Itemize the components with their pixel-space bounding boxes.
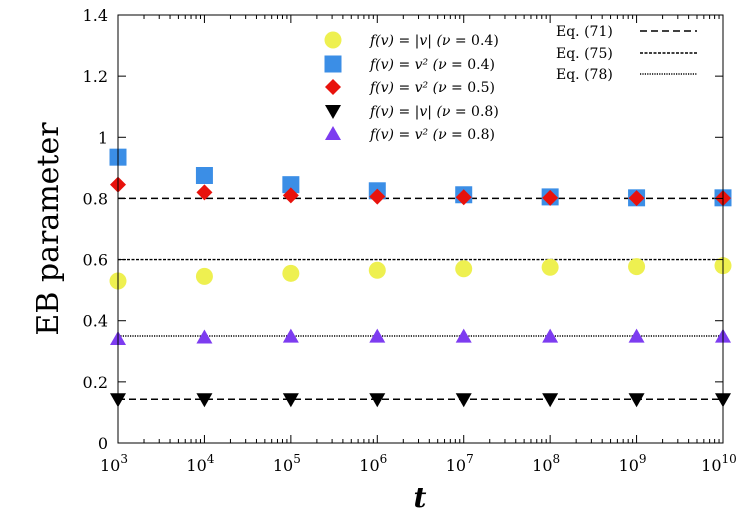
data-point-triangle-down [628, 393, 645, 408]
y-tick-label: 0.2 [83, 373, 108, 392]
legend-label: f(v) = v² (ν = 0.5) [369, 80, 495, 96]
y-tick-label: 0 [98, 434, 108, 453]
x-tick-label: 104 [186, 452, 214, 475]
x-axis-title: t [414, 481, 427, 514]
data-point-diamond [455, 189, 472, 206]
legend-marker-square [324, 55, 342, 73]
legend-label: f(v) = |v| (ν = 0.4) [369, 33, 499, 49]
data-point-circle [282, 264, 300, 282]
data-point-circle [368, 261, 386, 279]
x-tick-label: 105 [273, 452, 301, 475]
data-point-circle [541, 258, 559, 276]
legend-ref-label: Eq. (71) [556, 24, 613, 40]
data-point-triangle-down [196, 393, 213, 408]
legend-label: f(v) = |v| (ν = 0.8) [369, 104, 499, 120]
y-tick-label: 0.4 [83, 312, 108, 331]
data-point-diamond [369, 188, 386, 205]
y-tick-label: 1.4 [83, 6, 108, 25]
legend-label: f(v) = v² (ν = 0.4) [369, 57, 495, 73]
data-point-triangle-down [455, 393, 472, 408]
data-point-diamond [196, 184, 213, 201]
y-tick-label: 1.2 [83, 67, 108, 86]
legend-marker-triangle-up [325, 126, 341, 140]
legend-marker-triangle-down [325, 105, 341, 119]
data-point-diamond [542, 189, 559, 206]
x-tick-label: 109 [619, 452, 647, 475]
y-tick-label: 0.6 [83, 251, 108, 270]
data-point-triangle-down [369, 393, 386, 408]
data-point-circle [195, 267, 213, 285]
legend-marker-circle [324, 31, 342, 49]
y-tick-label: 1 [98, 128, 108, 147]
y-tick-label: 0.8 [83, 189, 108, 208]
x-tick-label: 107 [446, 452, 474, 475]
data-point-square [282, 176, 300, 194]
data-point-triangle-up [282, 328, 299, 343]
data-point-circle [628, 258, 646, 276]
legend: f(v) = |v| (ν = 0.4) f(v) = v² (ν = 0.4) f… [324, 24, 697, 143]
data-point-diamond [628, 190, 645, 207]
data-point-triangle-down [282, 393, 299, 408]
legend-label: f(v) = v² (ν = 0.8) [369, 127, 495, 143]
plot-frame [117, 14, 724, 444]
x-tick-label: 106 [359, 452, 387, 475]
data-point-triangle-up [542, 328, 559, 343]
x-tick-label: 108 [532, 452, 560, 475]
data-point-triangle-up [455, 328, 472, 343]
data-point-triangle-up [369, 328, 386, 343]
data-point-square [195, 167, 213, 184]
y-axis-title: EB parameter [31, 122, 66, 336]
data-point-triangle-up [628, 328, 645, 343]
data-point-diamond [282, 187, 299, 204]
x-tick-label: 1010 [701, 452, 737, 475]
legend-marker-diamond [325, 79, 341, 95]
legend-ref-label: Eq. (75) [556, 46, 613, 62]
x-tick-label: 103 [100, 452, 128, 475]
legend-ref-label: Eq. (78) [556, 67, 613, 83]
data-point-triangle-down [542, 393, 559, 408]
data-point-circle [455, 260, 473, 278]
data-point-triangle-up [196, 329, 213, 344]
